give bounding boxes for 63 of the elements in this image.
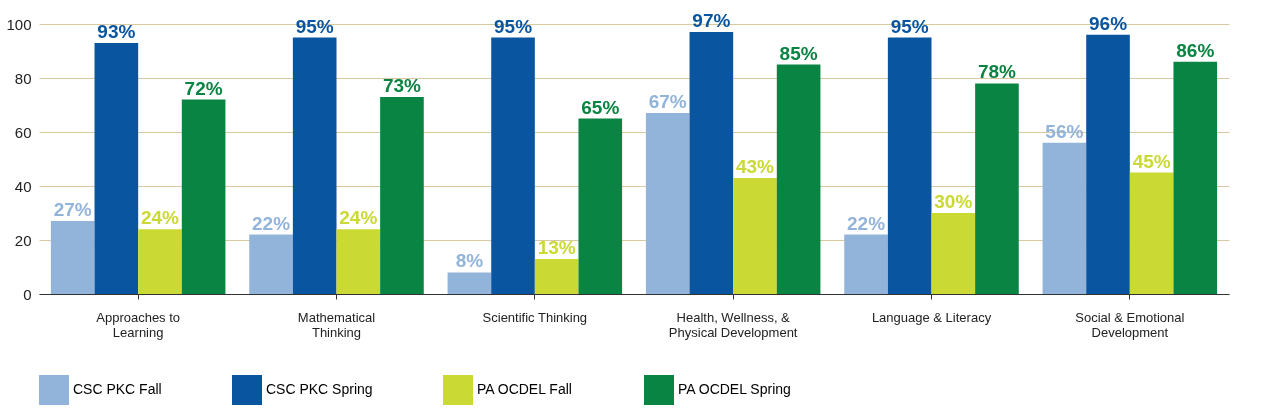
data-label: 78% — [977, 61, 1017, 83]
bar — [578, 118, 623, 294]
legend-label: CSC PKC Spring — [266, 381, 373, 397]
data-label: 93% — [97, 20, 136, 42]
bar — [292, 37, 337, 294]
bar — [491, 37, 535, 294]
data-label: 96% — [1089, 12, 1128, 34]
data-label: 22% — [847, 212, 886, 234]
y-tick-label: 80 — [14, 69, 32, 87]
data-label: 95% — [295, 15, 334, 37]
bar — [1086, 34, 1130, 294]
bar — [844, 234, 888, 294]
legend-label: PA OCDEL Fall — [477, 381, 572, 397]
y-tick-label: 0 — [23, 285, 32, 303]
legend-label: PA OCDEL Spring — [678, 381, 791, 397]
x-tick-label: Health, Wellness, & Physical Development — [668, 309, 798, 340]
legend-label: CSC PKC Fall — [73, 381, 162, 397]
bar — [534, 258, 579, 294]
data-label: 24% — [140, 207, 180, 229]
data-label: 43% — [735, 155, 775, 177]
bar — [50, 221, 95, 294]
bar — [249, 234, 293, 294]
data-label: 85% — [779, 42, 818, 64]
x-tick-label: Scientific Thinking — [482, 309, 588, 325]
bar — [645, 113, 690, 294]
bar — [380, 96, 424, 294]
data-label: 45% — [1132, 150, 1171, 172]
data-label: 97% — [692, 10, 731, 32]
data-label: 67% — [648, 91, 687, 113]
data-label: 8% — [455, 250, 484, 272]
bar — [931, 213, 976, 294]
data-label: 95% — [494, 15, 533, 37]
x-tick-label: Mathematical Thinking — [297, 309, 376, 340]
y-tick-label: 100 — [6, 15, 32, 33]
y-tick-label: 60 — [14, 123, 32, 141]
x-tick-label: Social & Emotional Development — [1075, 309, 1185, 340]
data-label: 73% — [382, 74, 422, 96]
bar — [887, 37, 932, 294]
x-tick-label: Language & Literacy — [871, 309, 992, 325]
data-label: 27% — [53, 199, 92, 221]
data-label: 22% — [252, 212, 291, 234]
bar — [689, 32, 734, 294]
bar — [138, 229, 182, 294]
bar — [181, 99, 226, 294]
bar — [1042, 142, 1087, 294]
bar — [776, 64, 821, 294]
bar — [94, 42, 139, 294]
data-label: 72% — [184, 77, 223, 99]
bar — [336, 229, 381, 294]
bar — [1129, 172, 1174, 294]
data-label: 86% — [1176, 39, 1215, 61]
data-label: 13% — [537, 236, 576, 258]
data-label: 30% — [934, 191, 973, 212]
data-label: 95% — [890, 15, 929, 37]
bar — [447, 272, 492, 294]
y-tick-label: 20 — [14, 231, 32, 249]
y-tick-label: 40 — [14, 177, 32, 195]
bar — [975, 83, 1019, 294]
bar — [1173, 61, 1218, 294]
bar — [733, 177, 777, 294]
data-label: 65% — [581, 96, 620, 118]
data-label: 24% — [339, 207, 378, 229]
x-tick-label: Approaches to Learning — [96, 309, 181, 340]
